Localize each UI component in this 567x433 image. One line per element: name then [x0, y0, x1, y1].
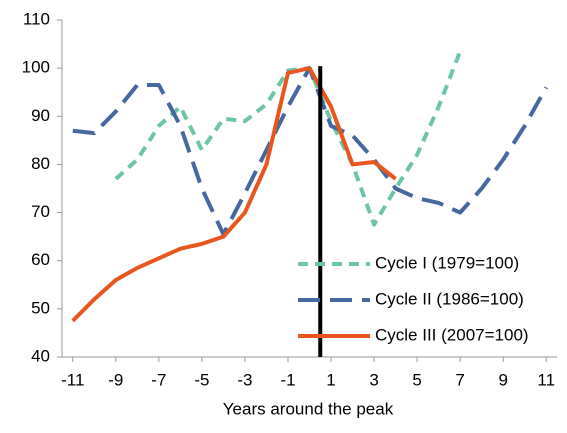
- x-tick-label: 1: [326, 370, 335, 389]
- x-tick-label: 11: [537, 370, 555, 389]
- y-tick-label: 60: [31, 250, 50, 269]
- y-tick-label: 40: [31, 346, 50, 365]
- x-tick-label: -5: [194, 370, 209, 389]
- legend-label: Cycle II (1986=100): [375, 289, 524, 308]
- x-tick-label: 5: [412, 370, 421, 389]
- y-tick-label: 80: [31, 154, 50, 173]
- x-tick-label: -7: [151, 370, 166, 389]
- legend-label: Cycle III (2007=100): [375, 325, 529, 344]
- series-line: [71, 66, 397, 323]
- y-tick-label: 70: [31, 202, 50, 221]
- x-tick-label: -11: [61, 370, 84, 389]
- x-tick-label: 7: [455, 370, 464, 389]
- x-tick-label: -1: [280, 370, 295, 389]
- x-tick-label: 3: [369, 370, 378, 389]
- y-tick-label: 110: [23, 9, 50, 28]
- y-tick-label: 100: [22, 58, 50, 77]
- x-tick-label: -9: [108, 370, 123, 389]
- y-tick-label: 50: [31, 298, 50, 317]
- legend-label: Cycle I (1979=100): [375, 253, 519, 272]
- y-tick-label: 90: [31, 106, 50, 125]
- x-tick-label: -3: [237, 370, 252, 389]
- x-axis-label: Years around the peak: [223, 399, 394, 418]
- x-tick-label: 9: [498, 370, 507, 389]
